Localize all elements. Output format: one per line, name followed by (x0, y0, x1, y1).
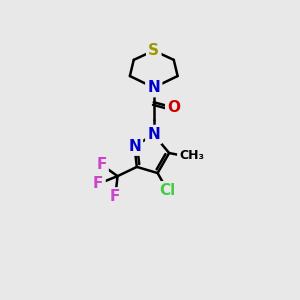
Text: N: N (147, 80, 160, 95)
Text: N: N (128, 139, 141, 154)
Text: F: F (96, 157, 106, 172)
Text: F: F (110, 189, 120, 204)
Text: F: F (93, 176, 104, 191)
Text: Cl: Cl (160, 183, 176, 198)
Text: N: N (147, 127, 160, 142)
Text: S: S (148, 43, 159, 58)
Text: O: O (167, 100, 180, 115)
Text: CH₃: CH₃ (179, 149, 204, 162)
